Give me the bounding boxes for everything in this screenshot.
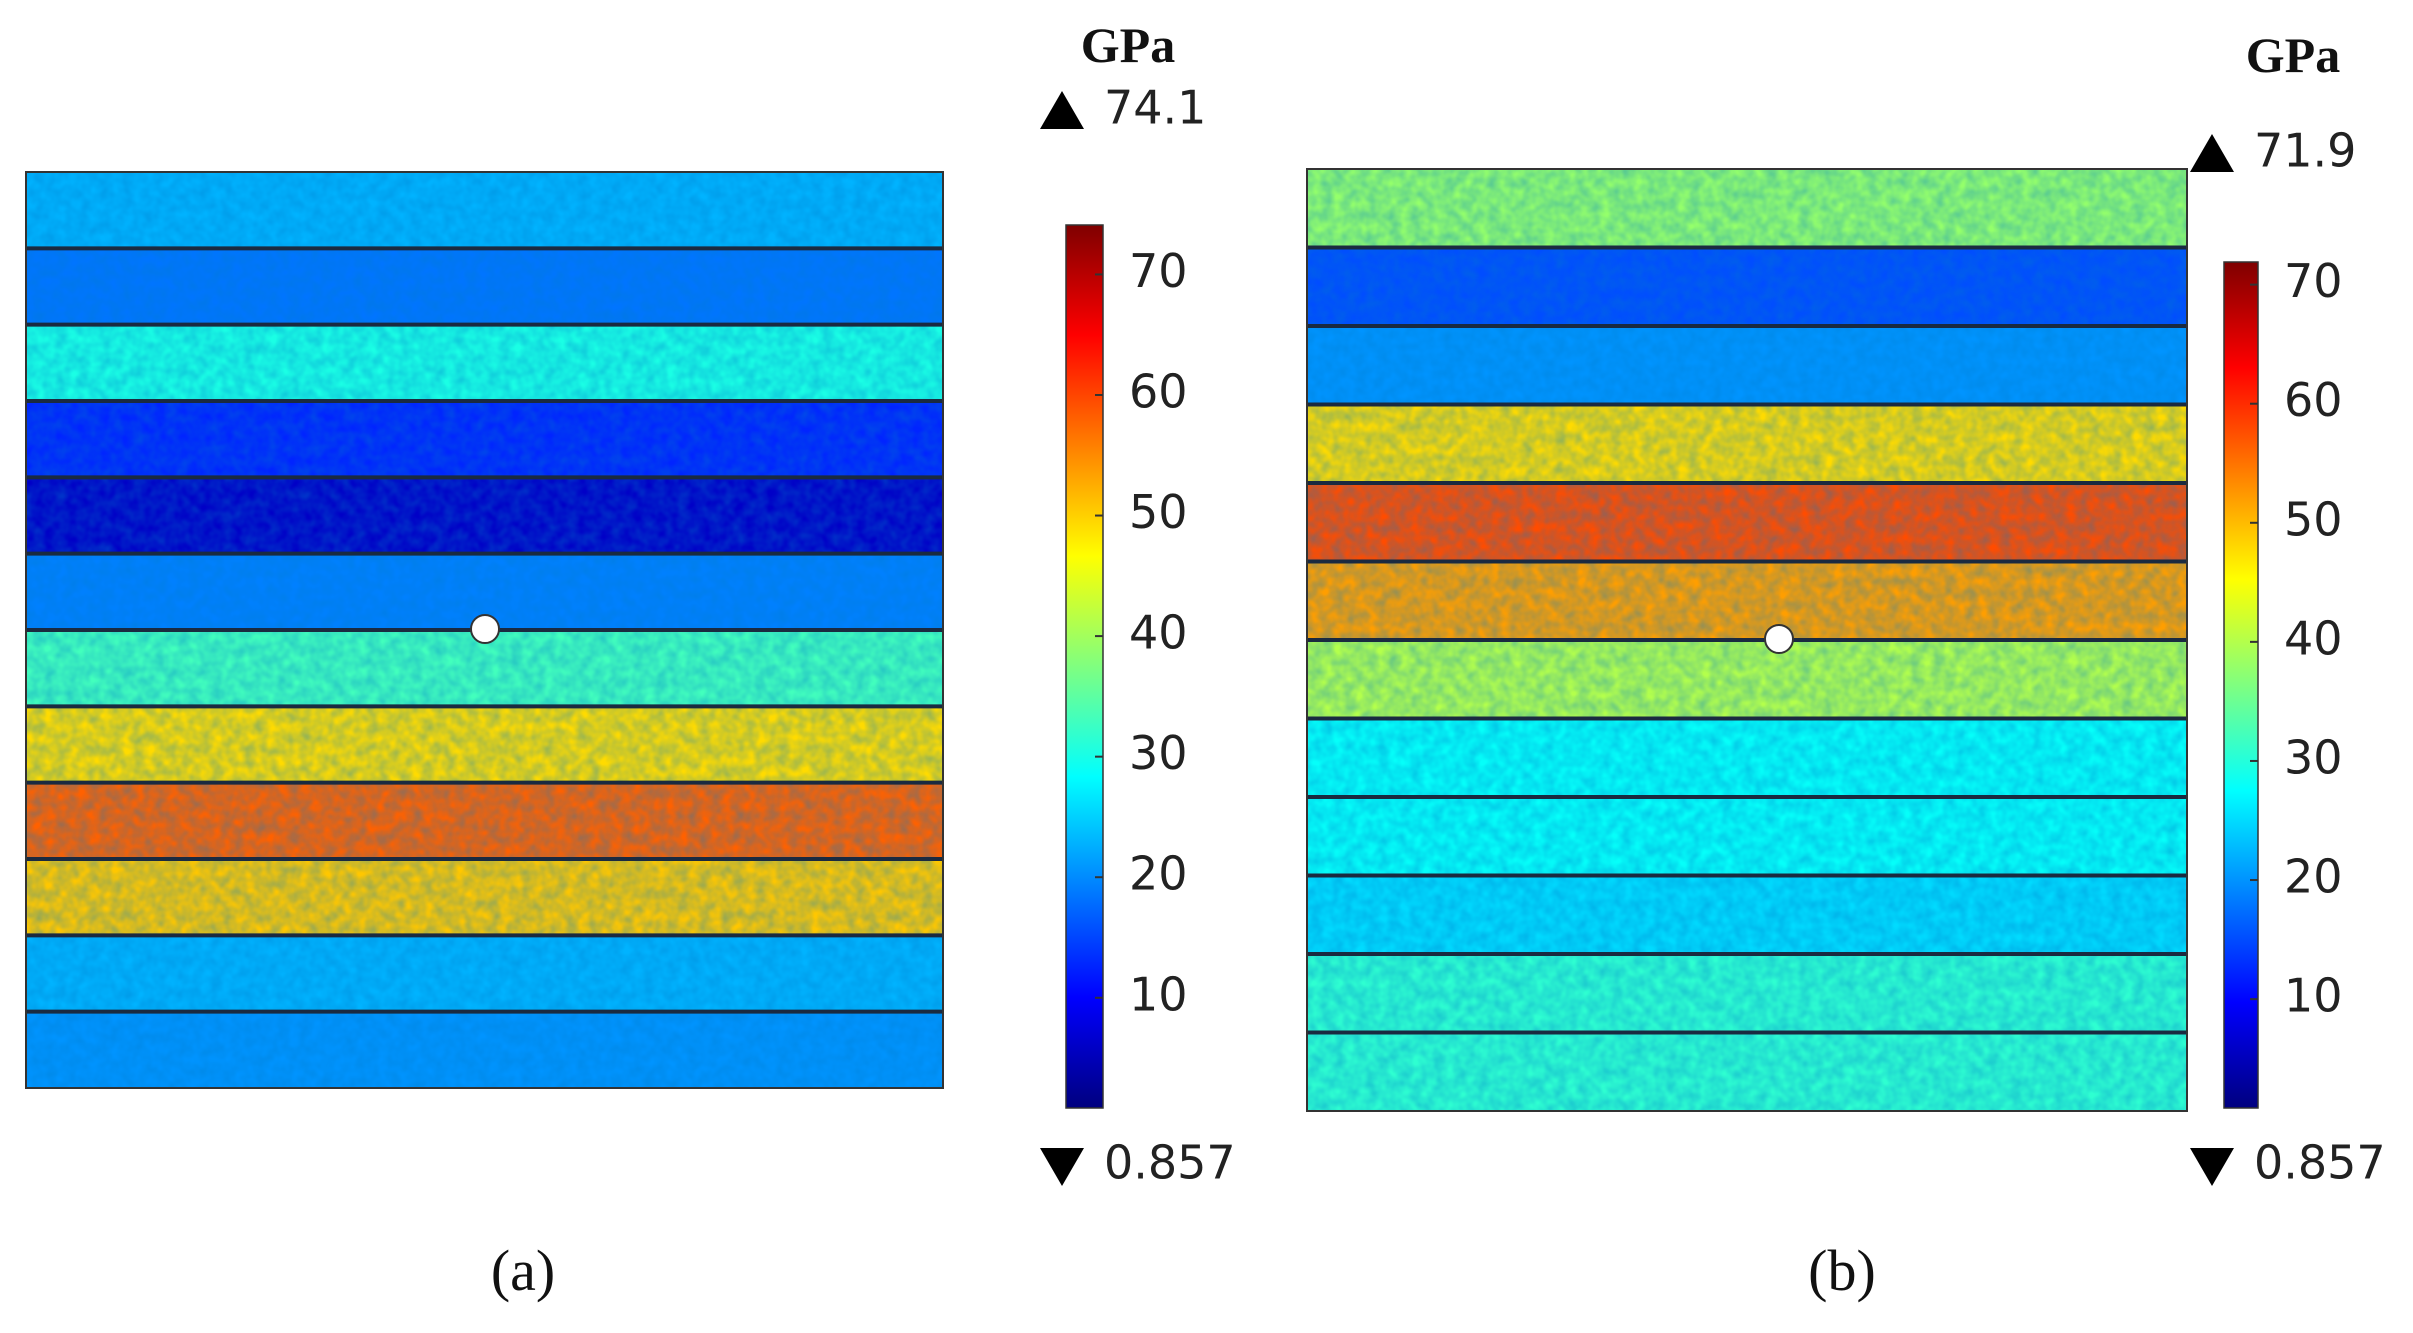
- map-frame: [25, 171, 944, 1089]
- min-value: 0.857: [2254, 1136, 2386, 1190]
- colorbar-tick-label: 10: [2284, 969, 2343, 1023]
- colorbar-tick-label: 20: [2284, 850, 2343, 904]
- colorbar-tick-label: 70: [1129, 244, 1188, 298]
- colorbar-tick-label: 20: [1129, 847, 1188, 901]
- colorbar: [2223, 261, 2259, 1109]
- colorbar: [1065, 224, 1104, 1109]
- hole: [470, 614, 500, 644]
- stress-map: [25, 171, 944, 1089]
- colorbar-tick-label: 50: [2284, 492, 2343, 546]
- max-marker: [1040, 91, 1084, 129]
- colorbar-tick-label: 50: [1129, 485, 1188, 539]
- colorbar-tick-label: 60: [1129, 364, 1188, 418]
- colorbar-tick-label: 10: [1129, 967, 1188, 1021]
- hole: [1764, 624, 1794, 654]
- colorbar-tick-label: 30: [2284, 730, 2343, 784]
- colorbar-tick-label: 70: [2284, 254, 2343, 308]
- colorbar-tick-label: 40: [1129, 606, 1188, 660]
- colorbar-tick-label: 40: [2284, 611, 2343, 665]
- map-frame: [1306, 168, 2188, 1112]
- unit-label: GPa: [1081, 17, 1175, 73]
- min-marker: [1040, 1148, 1084, 1186]
- min-value: 0.857: [1104, 1136, 1236, 1190]
- unit-label: GPa: [2246, 27, 2340, 83]
- max-value: 71.9: [2254, 124, 2356, 178]
- max-value: 74.1: [1104, 81, 1206, 135]
- stress-map: [1306, 168, 2188, 1112]
- min-marker: [2190, 1148, 2234, 1186]
- colorbar-tick-label: 30: [1129, 726, 1188, 780]
- panel-label: (a): [491, 1238, 555, 1303]
- panel-label: (b): [1808, 1238, 1876, 1303]
- colorbar-tick-label: 60: [2284, 373, 2343, 427]
- max-marker: [2190, 134, 2234, 172]
